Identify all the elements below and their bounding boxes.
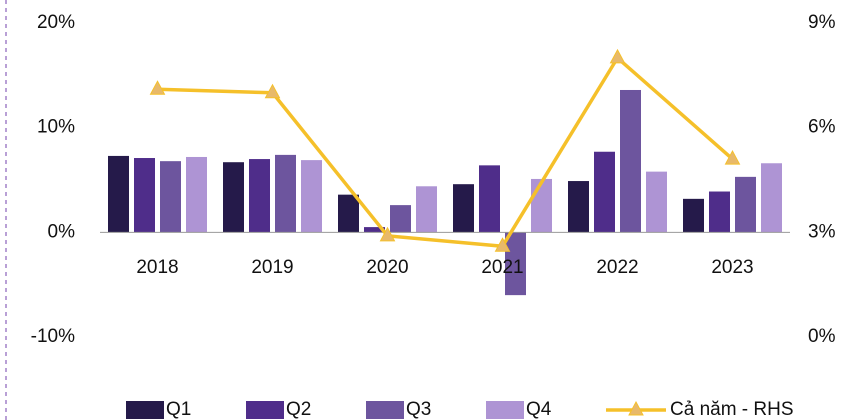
y-tick-label: 10% [37, 117, 75, 138]
line [157, 55, 734, 249]
marker [609, 48, 626, 64]
bar [531, 178, 552, 233]
bar [249, 159, 270, 233]
x-tick-label: 2019 [251, 257, 293, 278]
y-tick-label: 0% [48, 221, 76, 242]
bar [735, 176, 756, 233]
bar [453, 184, 474, 233]
bar [275, 154, 296, 233]
y-tick-label: -10% [31, 326, 75, 347]
x-tick-label: 2020 [366, 257, 408, 278]
bar [683, 198, 704, 233]
bar [568, 181, 589, 233]
bar [761, 163, 782, 233]
marker [149, 80, 166, 95]
x-tick-label: 2021 [481, 257, 523, 278]
y-tick-label: 20% [37, 12, 75, 33]
x-tick-label: 2018 [136, 257, 178, 278]
bar [160, 161, 181, 233]
bar [646, 171, 667, 233]
bar [709, 191, 730, 233]
bar [186, 156, 207, 233]
y2-tick-label: 9% [808, 12, 836, 33]
legend-swatch [126, 401, 164, 419]
bar [594, 151, 615, 233]
legend-label: Q4 [526, 399, 552, 420]
legend-label: Cả năm - RHS [670, 399, 794, 420]
legend-swatch [246, 401, 284, 419]
y2-tick-label: 3% [808, 221, 836, 242]
bar [416, 186, 437, 233]
x-tick-label: 2023 [711, 257, 753, 278]
bar [620, 89, 641, 233]
y2-tick-label: 0% [808, 326, 836, 347]
bar [338, 194, 359, 233]
bar [134, 158, 155, 233]
bar [301, 160, 322, 233]
y2-tick-label: 6% [808, 117, 836, 138]
bar [364, 227, 385, 233]
bar [479, 165, 500, 233]
bar [223, 162, 244, 233]
legend-label: Q3 [406, 399, 431, 420]
bar [505, 232, 526, 296]
legend-swatch [366, 401, 404, 419]
x-tick-label: 2022 [596, 257, 638, 278]
marker [379, 226, 396, 242]
bar [390, 205, 411, 233]
legend-label: Q2 [286, 399, 311, 420]
legend-marker [628, 400, 644, 416]
marker [724, 150, 741, 165]
legend-label: Q1 [166, 399, 191, 420]
bar [108, 155, 129, 233]
marker [494, 237, 511, 252]
legend-swatch [486, 401, 524, 419]
marker [264, 83, 281, 99]
